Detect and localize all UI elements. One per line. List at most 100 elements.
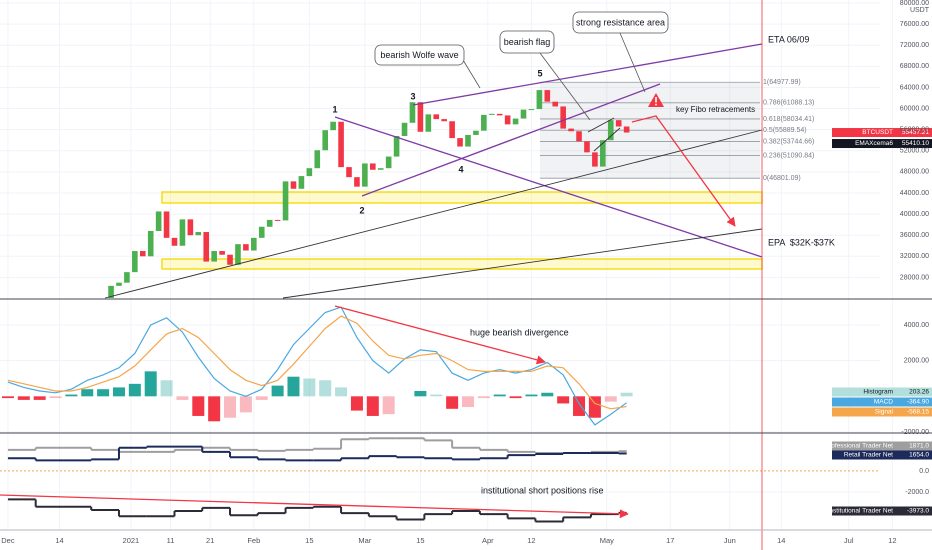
support-zone bbox=[161, 191, 763, 204]
x-tick-label: Jun bbox=[724, 536, 736, 545]
histogram-bar bbox=[620, 392, 633, 397]
candle bbox=[568, 128, 574, 132]
axis-tag-value: 55410.10 bbox=[902, 140, 929, 147]
candle bbox=[235, 244, 241, 265]
axis-tag-name: Retail Trader Net bbox=[844, 452, 893, 459]
histogram-bar bbox=[366, 396, 379, 416]
y-tick-label: -2000.00 bbox=[901, 429, 929, 436]
y-tick-label: 68000.00 bbox=[900, 63, 929, 70]
candle bbox=[84, 301, 90, 303]
candle bbox=[552, 101, 559, 107]
wave-label: 4 bbox=[458, 164, 463, 174]
candle bbox=[290, 181, 297, 189]
callout-line bbox=[619, 32, 646, 93]
trend-arrow bbox=[0, 494, 629, 519]
histogram-bar bbox=[208, 396, 221, 422]
histogram-bar bbox=[303, 378, 316, 397]
candle bbox=[147, 230, 154, 257]
annotation: strong resistance area bbox=[576, 17, 665, 27]
candle bbox=[560, 106, 566, 129]
histogram-bar bbox=[49, 396, 62, 399]
histogram-bar bbox=[509, 396, 522, 399]
flag-line bbox=[593, 127, 621, 152]
axis-tag-name: EMAXcema6 bbox=[855, 140, 893, 147]
candle bbox=[61, 323, 67, 324]
x-tick-label: 14 bbox=[55, 536, 63, 545]
candle bbox=[187, 219, 194, 236]
axis-tag-value: 55457.21 bbox=[902, 129, 929, 136]
axis-tag bbox=[832, 407, 932, 417]
axis-tag-name: MACD bbox=[874, 399, 893, 406]
indicator-line bbox=[7, 315, 627, 410]
candle bbox=[92, 301, 98, 303]
histogram-bar bbox=[588, 396, 601, 418]
fib-label: 1(64977.99) bbox=[763, 79, 801, 86]
histogram-bar bbox=[525, 394, 538, 397]
candle bbox=[393, 135, 400, 157]
candle bbox=[330, 121, 336, 131]
y-tick-label: 76000.00 bbox=[900, 21, 929, 28]
axis-tag bbox=[832, 450, 932, 460]
candle bbox=[504, 115, 511, 125]
candle bbox=[227, 254, 233, 265]
forecast-arrow bbox=[631, 115, 736, 227]
candle bbox=[496, 113, 503, 116]
grid bbox=[0, 0, 893, 530]
candle bbox=[274, 219, 281, 221]
candle bbox=[441, 119, 447, 122]
candle bbox=[512, 118, 519, 125]
y-tick-label: 4000.00 bbox=[904, 322, 929, 329]
candle bbox=[258, 226, 265, 238]
axis-tag-name: Histogram bbox=[863, 389, 893, 396]
callout-line bbox=[539, 52, 591, 121]
annotation: EPA $32K-$37K bbox=[768, 237, 835, 247]
histogram-bar bbox=[239, 396, 252, 413]
histogram-bar bbox=[430, 394, 443, 397]
candle bbox=[457, 138, 463, 147]
histogram-bar bbox=[350, 396, 363, 411]
axis-tag-value: -568.15 bbox=[907, 409, 929, 416]
histogram-bar bbox=[335, 387, 348, 397]
histogram-bar bbox=[319, 380, 332, 397]
x-tick-label: 12 bbox=[527, 536, 535, 545]
axis-tag-value: -3973.0 bbox=[907, 508, 929, 515]
y-tick-label: 60000.00 bbox=[900, 105, 929, 112]
annotation: ETA 06/09 bbox=[768, 34, 809, 44]
candle bbox=[219, 251, 225, 255]
histogram-bar bbox=[255, 396, 268, 400]
histogram-bar bbox=[160, 380, 173, 397]
y-tick-label: 52000.00 bbox=[900, 148, 929, 155]
candle bbox=[116, 282, 122, 286]
candle bbox=[13, 321, 19, 325]
candle bbox=[473, 130, 479, 135]
axis-tag-value: 203.26 bbox=[909, 389, 929, 396]
axis-tag-value: 1871.0 bbox=[909, 443, 929, 450]
candle bbox=[584, 141, 590, 153]
macd-panel bbox=[1, 306, 633, 426]
callout-line bbox=[462, 59, 481, 89]
histogram-bar bbox=[144, 371, 157, 397]
x-tick-label: 12 bbox=[888, 536, 896, 545]
histogram-bar bbox=[414, 390, 427, 397]
divergence-arrow bbox=[334, 305, 546, 365]
candle bbox=[425, 114, 432, 132]
candle bbox=[385, 156, 392, 169]
wolfe-line bbox=[334, 116, 763, 258]
histogram-bar bbox=[65, 394, 78, 397]
candle bbox=[298, 176, 305, 189]
candle bbox=[354, 177, 360, 187]
x-tick-label: 15 bbox=[305, 536, 313, 545]
histogram-bar bbox=[271, 385, 284, 397]
candle bbox=[488, 113, 495, 115]
callout-box bbox=[499, 30, 555, 54]
candle bbox=[536, 90, 543, 110]
candle bbox=[266, 219, 273, 227]
histogram-bar bbox=[541, 392, 554, 397]
candle bbox=[377, 168, 384, 170]
annotation: key Fibo retracements bbox=[676, 105, 755, 114]
wave-label: 1 bbox=[332, 104, 337, 114]
axis-tag bbox=[832, 139, 932, 149]
candle bbox=[528, 109, 535, 111]
x-tick-label: Jul bbox=[844, 536, 854, 545]
